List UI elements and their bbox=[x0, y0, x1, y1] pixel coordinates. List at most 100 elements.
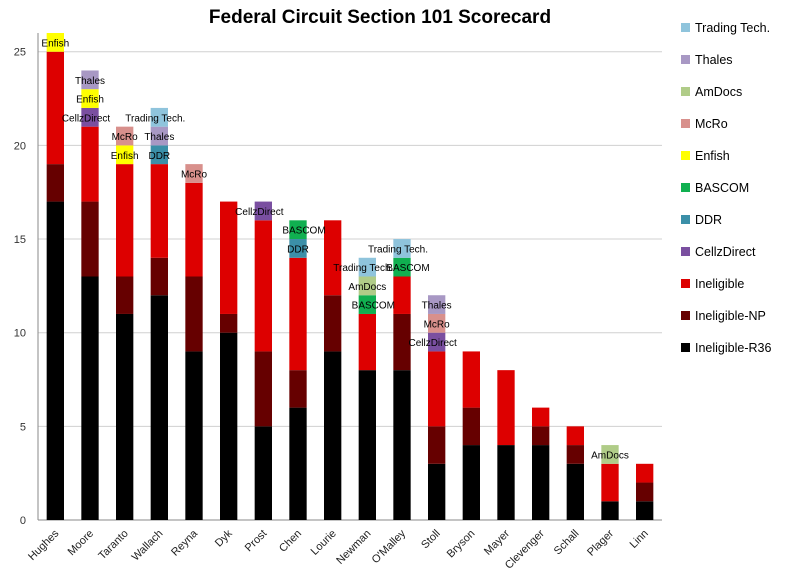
bar-segment-ineligible-r36 bbox=[462, 445, 480, 520]
segment-label: Trading Tech. bbox=[125, 113, 185, 124]
bar-segment-ineligible-np bbox=[532, 426, 550, 446]
bar-segment-ineligible bbox=[150, 164, 168, 258]
bars bbox=[46, 33, 654, 521]
bar-segment-ineligible bbox=[497, 370, 515, 446]
bar-segment-ineligible bbox=[393, 276, 411, 314]
bar-segment-ineligible-r36 bbox=[636, 501, 654, 520]
bar-segment-ineligible-np bbox=[566, 445, 584, 464]
x-tick-label: Bryson bbox=[445, 528, 478, 561]
y-tick-label: 5 bbox=[20, 421, 26, 433]
segment-labels: Enfish CellzDirect Enfish Thales Enfish McRo D… bbox=[41, 38, 628, 461]
y-tick-label: 15 bbox=[14, 234, 26, 246]
legend-label: AmDocs bbox=[695, 85, 742, 99]
x-tick-label: Lourie bbox=[309, 528, 339, 558]
legend-swatch bbox=[681, 343, 690, 352]
legend-swatch bbox=[681, 247, 690, 256]
legend-swatch bbox=[681, 23, 690, 32]
bar-segment-ineligible-np bbox=[636, 482, 654, 502]
bar-segment-cellzdirect bbox=[254, 201, 272, 221]
x-tick-label: Newman bbox=[334, 528, 373, 567]
bar-segment-trading-tech- bbox=[393, 239, 411, 258]
y-tick-label: 20 bbox=[14, 140, 26, 152]
bar-segment-ineligible-np bbox=[324, 295, 342, 352]
segment-label: AmDocs bbox=[591, 450, 629, 461]
bar-segment-ineligible-r36 bbox=[220, 332, 238, 520]
legend-label: McRo bbox=[695, 117, 728, 131]
segment-label: Thales bbox=[75, 76, 105, 87]
x-tick-label: Schall bbox=[552, 528, 582, 558]
bar-segment-cellzdirect bbox=[428, 332, 446, 352]
bar-segment-enfish bbox=[116, 145, 134, 165]
bar-segment-ineligible-r36 bbox=[116, 313, 134, 520]
bar-segment-ineligible bbox=[601, 463, 619, 502]
segment-label: CellzDirect bbox=[62, 113, 111, 124]
bar-segment-ineligible-r36 bbox=[532, 445, 550, 520]
bar-segment-ineligible-np bbox=[185, 276, 203, 352]
legend-swatch bbox=[681, 279, 690, 288]
x-tick-label: Reyna bbox=[169, 527, 201, 559]
bar-segment-ineligible bbox=[358, 313, 376, 371]
bar-segment-ineligible-r36 bbox=[289, 407, 307, 520]
segment-label: BASCOM bbox=[386, 263, 429, 274]
segment-label: Trading Tech. bbox=[333, 263, 393, 274]
bar-segment-ineligible bbox=[254, 220, 272, 352]
legend-label: Ineligible-R36 bbox=[695, 341, 771, 355]
bar-segment-ineligible bbox=[428, 351, 446, 427]
legend-swatch bbox=[681, 55, 690, 64]
segment-label: Enfish bbox=[111, 151, 139, 162]
segment-label: BASCOM bbox=[352, 301, 395, 312]
legend-label: Trading Tech. bbox=[695, 21, 770, 35]
bar-segment-ineligible bbox=[46, 51, 64, 165]
bar-segment-ineligible bbox=[636, 463, 654, 483]
segment-label: McRo bbox=[424, 319, 451, 330]
bar-segment-trading-tech- bbox=[150, 107, 168, 127]
legend-swatch bbox=[681, 87, 690, 96]
y-tick-label: 25 bbox=[14, 47, 26, 59]
legend-swatch bbox=[681, 119, 690, 128]
segment-label: McRo bbox=[112, 132, 139, 143]
bar-segment-ineligible-np bbox=[393, 313, 411, 371]
x-tick-label: O'Malley bbox=[370, 527, 409, 566]
bar-segment-ineligible bbox=[532, 407, 550, 427]
bar-segment-ineligible-r36 bbox=[601, 501, 619, 520]
bar-segment-ineligible-r36 bbox=[324, 351, 342, 520]
x-tick-label: Prost bbox=[243, 528, 270, 555]
bar-segment-ineligible-np bbox=[289, 370, 307, 408]
bar-segment-trading-tech- bbox=[358, 257, 376, 277]
segment-label: CellzDirect bbox=[235, 207, 284, 218]
bar-segment-ineligible-np bbox=[254, 351, 272, 427]
x-tick-label: Hughes bbox=[26, 527, 62, 563]
bar-segment-mcro bbox=[428, 313, 446, 333]
bar-segment-mcro bbox=[116, 126, 134, 146]
bar-segment-bascom bbox=[358, 295, 376, 314]
legend-swatch bbox=[681, 215, 690, 224]
x-tick-label: Moore bbox=[66, 528, 97, 559]
bar-segment-ineligible-r36 bbox=[254, 426, 272, 520]
legend-label: Thales bbox=[695, 53, 733, 67]
legend-label: BASCOM bbox=[695, 181, 749, 195]
bar-segment-ineligible-np bbox=[46, 164, 64, 202]
segment-label: DDR bbox=[287, 244, 309, 255]
segment-label: Thales bbox=[144, 132, 174, 143]
bar-segment-ineligible-np bbox=[150, 257, 168, 296]
x-tick-label: Plager bbox=[585, 527, 616, 558]
legend-label: DDR bbox=[695, 213, 722, 227]
x-tick-label: Chen bbox=[277, 528, 304, 555]
bar-segment-thales bbox=[150, 126, 168, 146]
segment-label: BASCOM bbox=[282, 226, 325, 237]
bar-segment-ineligible-r36 bbox=[566, 463, 584, 520]
gridlines bbox=[37, 33, 662, 521]
bar-segment-ineligible-r36 bbox=[185, 351, 203, 520]
bar-segment-ineligible bbox=[566, 426, 584, 446]
bar-segment-ineligible-r36 bbox=[358, 370, 376, 520]
segment-label: Thales bbox=[422, 301, 452, 312]
bar-segment-ineligible bbox=[81, 126, 99, 202]
legend-label: Enfish bbox=[695, 149, 730, 163]
segment-label: Enfish bbox=[41, 38, 69, 49]
bar-segment-ineligible-np bbox=[220, 313, 238, 333]
bar-segment-mcro bbox=[185, 164, 203, 183]
x-tick-label: Mayer bbox=[482, 527, 512, 557]
